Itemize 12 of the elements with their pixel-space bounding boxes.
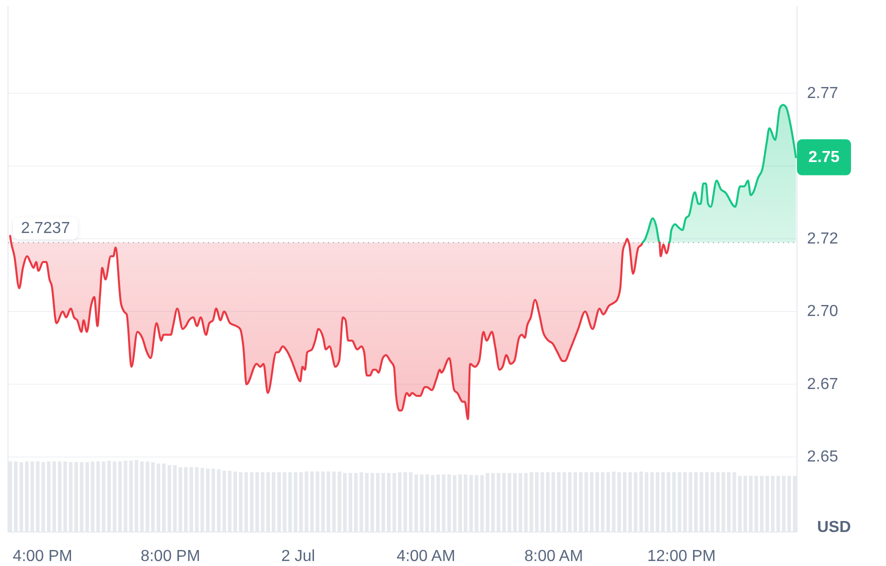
y-tick-label: 2.72 [807, 230, 838, 248]
y-tick-label: 2.77 [807, 84, 838, 102]
x-tick-label: 4:00 PM [12, 548, 72, 565]
x-tick-label: 2 Jul [281, 548, 316, 565]
y-tick-label: 2.70 [807, 303, 838, 320]
x-tick-label: 8:00 PM [140, 548, 200, 565]
x-tick-label: 4:00 AM [396, 548, 456, 565]
y-tick-label: 2.67 [807, 376, 838, 393]
x-tick-label: 8:00 AM [524, 548, 584, 565]
y-axis-title: USD [817, 519, 851, 536]
y-tick-label: 2.65 [807, 448, 838, 466]
x-tick-label: 12:00 PM [647, 548, 716, 565]
